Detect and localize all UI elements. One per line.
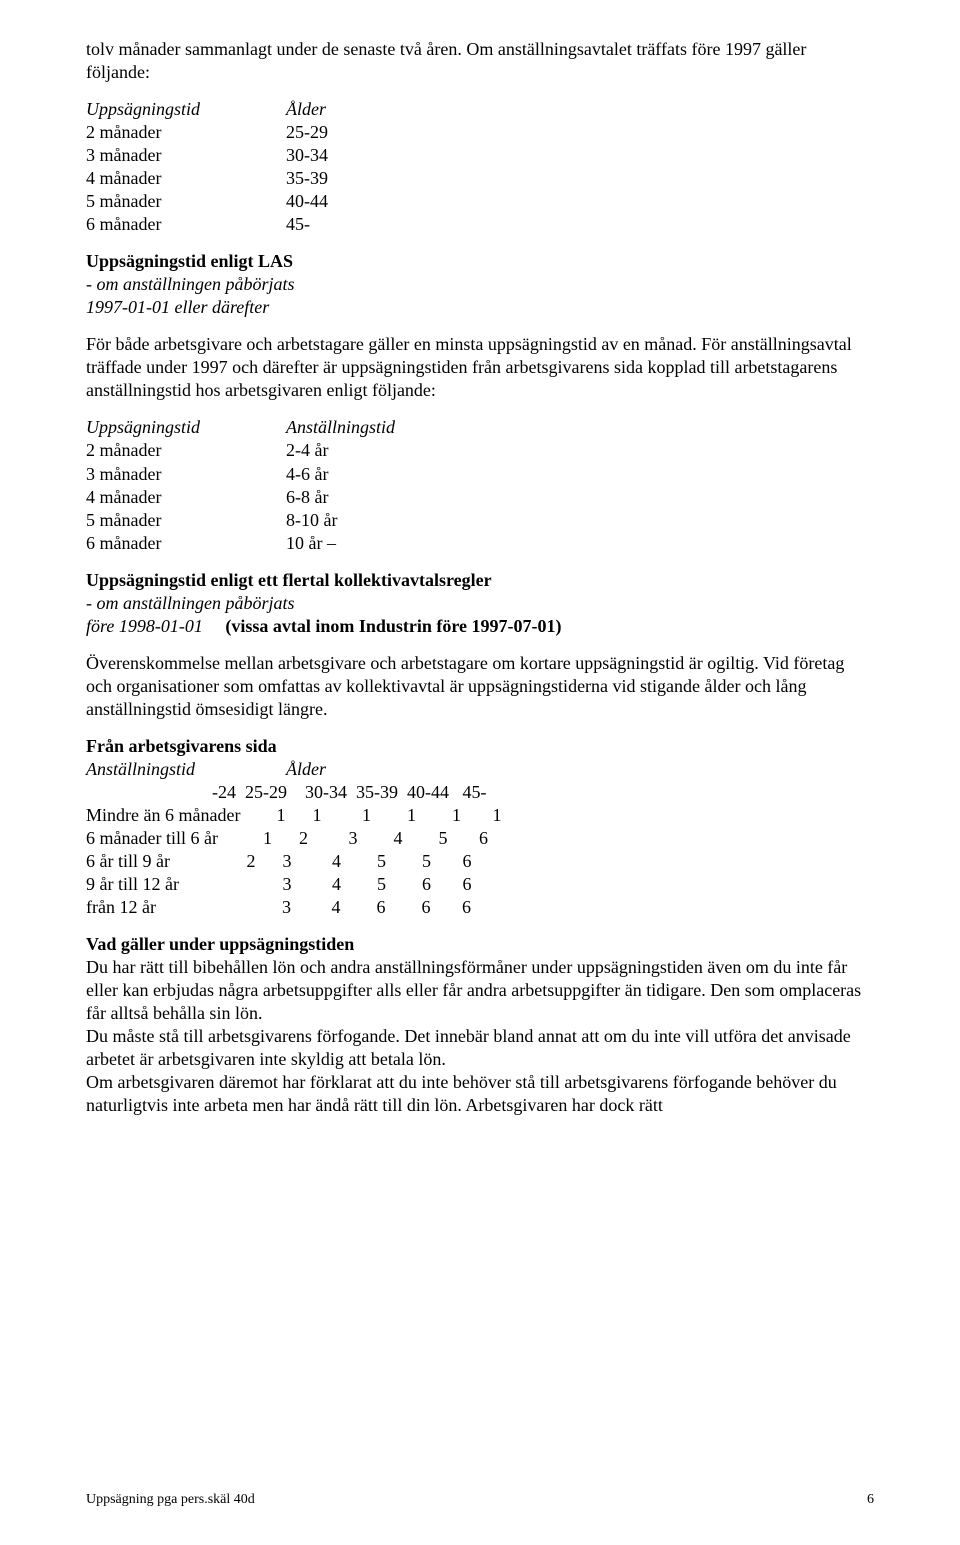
footer-left: Uppsägning pga pers.skäl 40d: [86, 1491, 255, 1509]
table-row: 6 år till 9 år 2 3 4 5 5 6: [86, 850, 874, 873]
t1-r0-c2: 25-29: [286, 121, 874, 144]
t2-r2-c1: 4 månader: [86, 486, 286, 509]
t2-r0-c2: 2-4 år: [286, 439, 874, 462]
vg-section: Vad gäller under uppsägningstiden Du har…: [86, 933, 874, 1117]
page: tolv månader sammanlagt under de senaste…: [0, 0, 960, 1545]
p2: För både arbetsgivare och arbetstagare g…: [86, 333, 874, 402]
kol-sub2-bold: (vissa avtal inom Industrin före 1997-07…: [225, 616, 561, 636]
t2-head-2: Anställningstid: [286, 416, 874, 439]
table-row: 4 månader 35-39: [86, 167, 874, 190]
p3: Överenskommelse mellan arbetsgivare och …: [86, 652, 874, 721]
kol-sub2-italic: före 1998-01-01: [86, 616, 203, 636]
table-row: 4 månader 6-8 år: [86, 486, 874, 509]
t1-head-2: Ålder: [286, 98, 874, 121]
table-row: Mindre än 6 månader 1 1 1 1 1 1: [86, 804, 874, 827]
vg-body: Du har rätt till bibehållen lön och andr…: [86, 956, 874, 1117]
t1-r1-c2: 30-34: [286, 144, 874, 167]
t1-r2-c1: 4 månader: [86, 167, 286, 190]
table-row: från 12 år 3 4 6 6 6: [86, 896, 874, 919]
ag-title: Från arbetsgivarens sida: [86, 735, 874, 758]
t1-r3-c1: 5 månader: [86, 190, 286, 213]
table-row: 6 månader till 6 år 1 2 3 4 5 6: [86, 827, 874, 850]
t1-r4-c2: 45-: [286, 213, 874, 236]
kol-title: Uppsägningstid enligt ett flertal kollek…: [86, 569, 874, 592]
t2-r3-c2: 8-10 år: [286, 509, 874, 532]
t2-head-1: Uppsägningstid: [86, 416, 286, 439]
table-tenure: Uppsägningstid Anställningstid 2 månader…: [86, 416, 874, 554]
t2-r4-c1: 6 månader: [86, 532, 286, 555]
intro-paragraph: tolv månader sammanlagt under de senaste…: [86, 38, 874, 84]
t1-head-1: Uppsägningstid: [86, 98, 286, 121]
table-row: 9 år till 12 år 3 4 5 6 6: [86, 873, 874, 896]
t1-r3-c2: 40-44: [286, 190, 874, 213]
table-row: 2 månader 2-4 år: [86, 439, 874, 462]
las-heading-block: Uppsägningstid enligt LAS - om anställni…: [86, 250, 874, 319]
kol-heading-block: Uppsägningstid enligt ett flertal kollek…: [86, 569, 874, 638]
t2-r4-c2: 10 år –: [286, 532, 874, 555]
page-footer: Uppsägning pga pers.skäl 40d 6: [86, 1491, 874, 1509]
table-row: 6 månader 45-: [86, 213, 874, 236]
ag-ages-row: -24 25-29 30-34 35-39 40-44 45-: [86, 781, 874, 804]
table-row: 6 månader 10 år –: [86, 532, 874, 555]
t1-r0-c1: 2 månader: [86, 121, 286, 144]
table-row: 5 månader 40-44: [86, 190, 874, 213]
t2-r1-c2: 4-6 år: [286, 463, 874, 486]
ag-h1: Anställningstid: [86, 758, 286, 781]
t2-r3-c1: 5 månader: [86, 509, 286, 532]
employer-table: Från arbetsgivarens sida Anställningstid…: [86, 735, 874, 919]
footer-page-number: 6: [867, 1491, 874, 1509]
table-age: Uppsägningstid Ålder 2 månader 25-29 3 m…: [86, 98, 874, 236]
kol-sub1: - om anställningen påbörjats: [86, 592, 874, 615]
t1-r2-c2: 35-39: [286, 167, 874, 190]
table-row: 2 månader 25-29: [86, 121, 874, 144]
las-sub2: 1997-01-01 eller därefter: [86, 296, 874, 319]
las-title: Uppsägningstid enligt LAS: [86, 250, 874, 273]
table-row: 3 månader 30-34: [86, 144, 874, 167]
table-row: 3 månader 4-6 år: [86, 463, 874, 486]
t2-r2-c2: 6-8 år: [286, 486, 874, 509]
ag-h2: Ålder: [286, 758, 874, 781]
t1-r1-c1: 3 månader: [86, 144, 286, 167]
t1-r4-c1: 6 månader: [86, 213, 286, 236]
vg-title: Vad gäller under uppsägningstiden: [86, 933, 874, 956]
t2-r1-c1: 3 månader: [86, 463, 286, 486]
t2-r0-c1: 2 månader: [86, 439, 286, 462]
las-sub1: - om anställningen påbörjats: [86, 273, 874, 296]
table-row: 5 månader 8-10 år: [86, 509, 874, 532]
